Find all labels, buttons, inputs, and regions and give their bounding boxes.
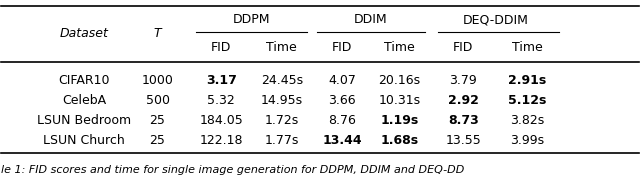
- Text: 122.18: 122.18: [200, 134, 243, 147]
- Text: CIFAR10: CIFAR10: [58, 75, 110, 88]
- Text: 13.55: 13.55: [445, 134, 481, 147]
- Text: 8.73: 8.73: [448, 114, 479, 127]
- Text: DDIM: DDIM: [354, 13, 388, 26]
- Text: 3.82s: 3.82s: [510, 114, 544, 127]
- Text: 3.17: 3.17: [206, 75, 237, 88]
- Text: Time: Time: [512, 41, 543, 54]
- Text: 5.12s: 5.12s: [508, 94, 547, 107]
- Text: LSUN Church: LSUN Church: [44, 134, 125, 147]
- Text: 1.68s: 1.68s: [381, 134, 419, 147]
- Text: Time: Time: [266, 41, 297, 54]
- Text: le 1: FID scores and time for single image generation for DDPM, DDIM and DEQ-DD: le 1: FID scores and time for single ima…: [1, 165, 465, 175]
- Text: 2.91s: 2.91s: [508, 75, 546, 88]
- Text: 25: 25: [150, 134, 166, 147]
- Text: FID: FID: [453, 41, 474, 54]
- Text: 20.16s: 20.16s: [379, 75, 420, 88]
- Text: 25: 25: [150, 114, 166, 127]
- Text: 8.76: 8.76: [328, 114, 356, 127]
- Text: 2.92: 2.92: [448, 94, 479, 107]
- Text: 24.45s: 24.45s: [260, 75, 303, 88]
- Text: 3.66: 3.66: [328, 94, 356, 107]
- Text: DEQ-DDIM: DEQ-DDIM: [462, 13, 528, 26]
- Text: 1.72s: 1.72s: [265, 114, 299, 127]
- Text: DDPM: DDPM: [233, 13, 270, 26]
- Text: LSUN Bedroom: LSUN Bedroom: [37, 114, 131, 127]
- Text: 5.32: 5.32: [207, 94, 235, 107]
- Text: Time: Time: [384, 41, 415, 54]
- Text: 1.19s: 1.19s: [381, 114, 419, 127]
- Text: 1.77s: 1.77s: [264, 134, 299, 147]
- Text: CelebA: CelebA: [62, 94, 106, 107]
- Text: 10.31s: 10.31s: [379, 94, 420, 107]
- Text: 4.07: 4.07: [328, 75, 356, 88]
- Text: Dataset: Dataset: [60, 27, 109, 40]
- Text: 500: 500: [145, 94, 170, 107]
- Text: T: T: [154, 27, 161, 40]
- Text: 3.99s: 3.99s: [510, 134, 544, 147]
- Text: 1000: 1000: [141, 75, 173, 88]
- Text: FID: FID: [211, 41, 232, 54]
- Text: 3.79: 3.79: [449, 75, 477, 88]
- Text: 13.44: 13.44: [323, 134, 362, 147]
- Text: 14.95s: 14.95s: [260, 94, 303, 107]
- Text: 184.05: 184.05: [199, 114, 243, 127]
- Text: FID: FID: [332, 41, 353, 54]
